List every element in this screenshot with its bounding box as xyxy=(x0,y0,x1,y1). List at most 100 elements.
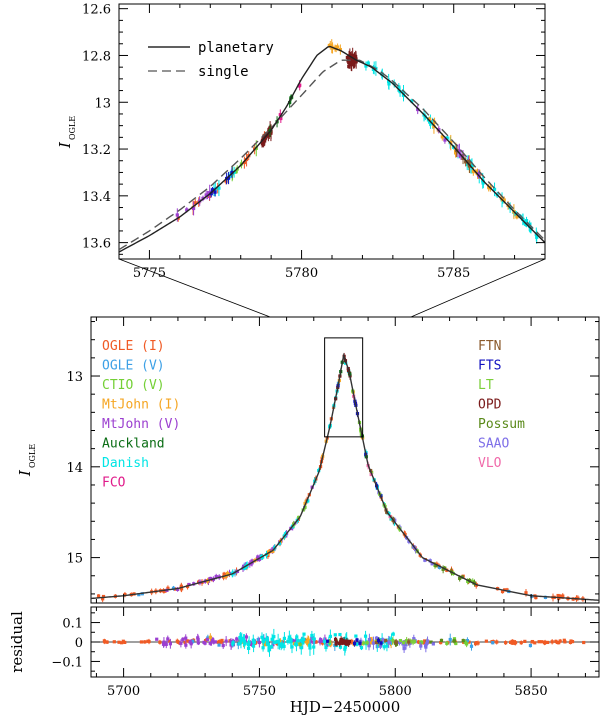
main-point xyxy=(297,515,301,520)
observatory-label: OPD xyxy=(478,398,502,413)
residual-point xyxy=(181,637,185,641)
residual-point xyxy=(183,640,187,645)
residual-point xyxy=(239,639,243,643)
residual-point xyxy=(378,644,383,648)
residual-point xyxy=(229,643,233,647)
residual-point xyxy=(308,646,312,650)
residual-point xyxy=(318,639,322,643)
inset-point xyxy=(397,85,401,89)
main-ytick-label: 13 xyxy=(66,370,83,385)
residual-point xyxy=(231,641,235,645)
residual-point xyxy=(179,641,183,645)
residual-point xyxy=(310,633,314,638)
residual-point xyxy=(256,637,260,642)
inset-point xyxy=(242,160,246,165)
inset-point xyxy=(492,187,497,191)
inset-model-curves xyxy=(119,45,545,253)
main-point xyxy=(257,557,262,561)
residual-point xyxy=(375,644,379,648)
residual-point xyxy=(139,640,144,644)
observatory-label: Auckland xyxy=(102,437,165,452)
residual-point xyxy=(379,641,383,645)
observatory-label: Danish xyxy=(102,456,149,471)
residual-panel: 5700 5750 5800 5850 0.1 0 −0.1 residual HJD−24… xyxy=(8,606,600,716)
residual-point xyxy=(196,641,200,645)
residual-point xyxy=(347,639,352,644)
inset-xtick-label: 5780 xyxy=(285,266,318,281)
inset-point xyxy=(440,135,444,139)
residual-xtick-label: 5700 xyxy=(107,684,140,699)
main-point xyxy=(271,549,275,554)
residual-point xyxy=(370,639,374,643)
main-ylabel-main: I xyxy=(16,469,34,477)
residual-point xyxy=(166,637,170,641)
residual-point xyxy=(312,645,316,649)
residual-point xyxy=(381,638,385,642)
inset-point xyxy=(297,84,301,88)
main-point xyxy=(543,595,548,600)
residual-point xyxy=(224,639,228,643)
inset-point xyxy=(346,59,350,63)
residual-point xyxy=(359,646,364,650)
residual-point xyxy=(277,642,282,646)
residual-point xyxy=(425,641,429,645)
inset-ytick-label: 13.6 xyxy=(82,237,111,252)
residual-point xyxy=(295,635,299,639)
main-point xyxy=(466,579,470,583)
inset-ytick-label: 12.6 xyxy=(82,3,111,18)
residual-point xyxy=(504,641,508,645)
observatory-label: MtJohn (I) xyxy=(102,398,180,413)
residual-point xyxy=(235,637,239,641)
inset-point xyxy=(224,179,228,183)
inset-xtick-label: 5775 xyxy=(133,266,166,281)
residual-point xyxy=(251,644,256,648)
residual-point xyxy=(306,637,310,641)
residual-point xyxy=(220,640,224,644)
inset-point xyxy=(347,65,351,69)
residual-point xyxy=(123,640,127,644)
residual-xtick-label: 5850 xyxy=(515,684,548,699)
residual-point xyxy=(368,640,372,644)
inset-point xyxy=(217,186,221,190)
residual-point xyxy=(367,644,371,648)
residual-point xyxy=(550,640,554,644)
residual-point xyxy=(296,639,300,643)
residual-point xyxy=(290,645,294,649)
residual-point xyxy=(342,641,346,645)
observatory-label: CTIO (V) xyxy=(102,378,165,393)
main-point xyxy=(163,589,167,593)
main-point xyxy=(222,575,226,579)
inset-point xyxy=(428,120,432,124)
residual-point xyxy=(358,641,362,645)
inset-point xyxy=(327,43,331,48)
residual-point xyxy=(184,643,188,647)
residual-point xyxy=(188,640,192,644)
residual-xtick-label: 5800 xyxy=(379,684,412,699)
inset-ytick-label: 13 xyxy=(94,96,111,111)
residual-point xyxy=(218,640,222,644)
inset-point xyxy=(352,58,356,62)
residual-point xyxy=(120,641,124,645)
residual-ytick-label: 0 xyxy=(75,636,83,651)
residual-point xyxy=(322,640,327,644)
inset-ytick-label: 13.2 xyxy=(82,143,111,158)
main-point xyxy=(558,594,562,599)
inset-point xyxy=(364,64,368,68)
residual-point xyxy=(463,640,467,644)
residual-point xyxy=(278,640,283,644)
main-point xyxy=(256,555,260,559)
residual-point xyxy=(345,642,350,646)
inset-point xyxy=(432,124,436,129)
main-point xyxy=(556,593,560,598)
residual-point xyxy=(391,632,395,636)
residual-point xyxy=(374,640,379,645)
residual-point xyxy=(237,642,241,646)
main-point xyxy=(179,587,184,591)
residual-point xyxy=(289,640,293,644)
main-point xyxy=(123,593,127,597)
residual-point xyxy=(407,640,411,644)
residual-point xyxy=(327,640,332,644)
residual-point xyxy=(474,642,478,646)
planetary-model-curve xyxy=(119,45,545,253)
residual-point xyxy=(208,641,212,645)
